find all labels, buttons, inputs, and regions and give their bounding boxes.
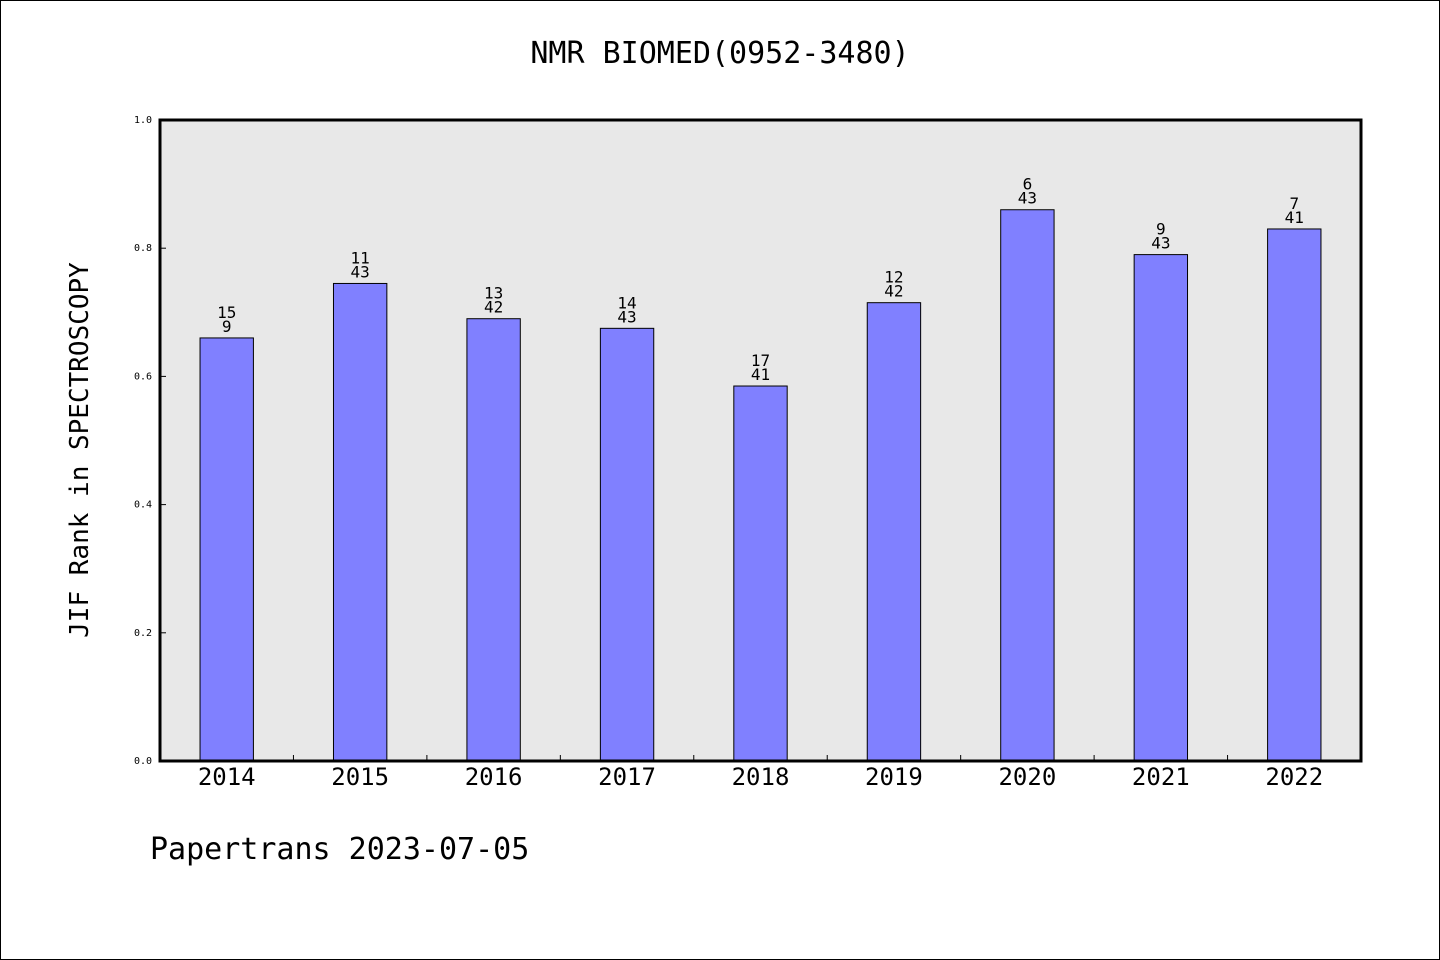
bar-rank-label: 11 [351,248,370,267]
bar-total-label: 42 [884,282,903,301]
bar-2022 [1267,228,1322,762]
bar-rank-label: 6 [1023,175,1033,194]
x-tick-label: 2016 [465,763,523,791]
x-tick-label: 2020 [998,763,1056,791]
bar-2019 [866,302,922,762]
bar-total-label: 43 [351,262,370,281]
bar-2021 [1133,254,1189,762]
x-tick-label: 2014 [198,763,256,791]
bar-rank-label: 12 [884,268,903,287]
y-tick-label: 0.8 [134,243,152,254]
bar-2014 [199,337,254,762]
x-tick-label: 2021 [1132,763,1190,791]
x-tick-label: 2017 [598,763,656,791]
x-tick-label: 2022 [1265,763,1323,791]
bar-rank-label: 14 [617,293,636,312]
bar-total-label: 9 [222,317,232,336]
x-tick-label: 2018 [732,763,790,791]
bar-total-label: 42 [484,298,503,317]
footer-credit: Papertrans 2023-07-05 [150,832,530,867]
bar-2015 [332,282,388,762]
bar-total-label: 43 [1018,189,1037,208]
bar-total-label: 41 [1285,208,1304,227]
y-tick-label: 0.6 [134,371,152,382]
y-tick-label: 1.0 [134,115,152,126]
bar-2018 [733,385,788,762]
bar-rank-label: 7 [1289,194,1299,213]
y-tick-label: 0.4 [134,500,152,511]
y-tick-label: 0.2 [134,628,152,639]
bar-total-label: 43 [617,307,636,326]
bar-rank-label: 17 [751,351,770,370]
bar-rank-label: 15 [217,303,236,322]
plot-border [158,118,1363,763]
x-tick-label: 2015 [331,763,389,791]
chart-title: NMR BIOMED(0952-3480) [530,36,910,71]
bar-rank-label: 9 [1156,220,1166,239]
bar-2020 [1000,209,1055,762]
x-tick-label: 2019 [865,763,923,791]
y-axis-label: JIF Rank in SPECTROSCOPY [65,262,95,638]
bar-2016 [466,318,521,762]
bar-total-label: 43 [1151,234,1170,253]
bar-total-label: 41 [751,365,770,384]
bar-2017 [599,327,655,762]
y-tick-label: 0.0 [134,756,152,767]
bar-rank-label: 13 [484,284,503,303]
